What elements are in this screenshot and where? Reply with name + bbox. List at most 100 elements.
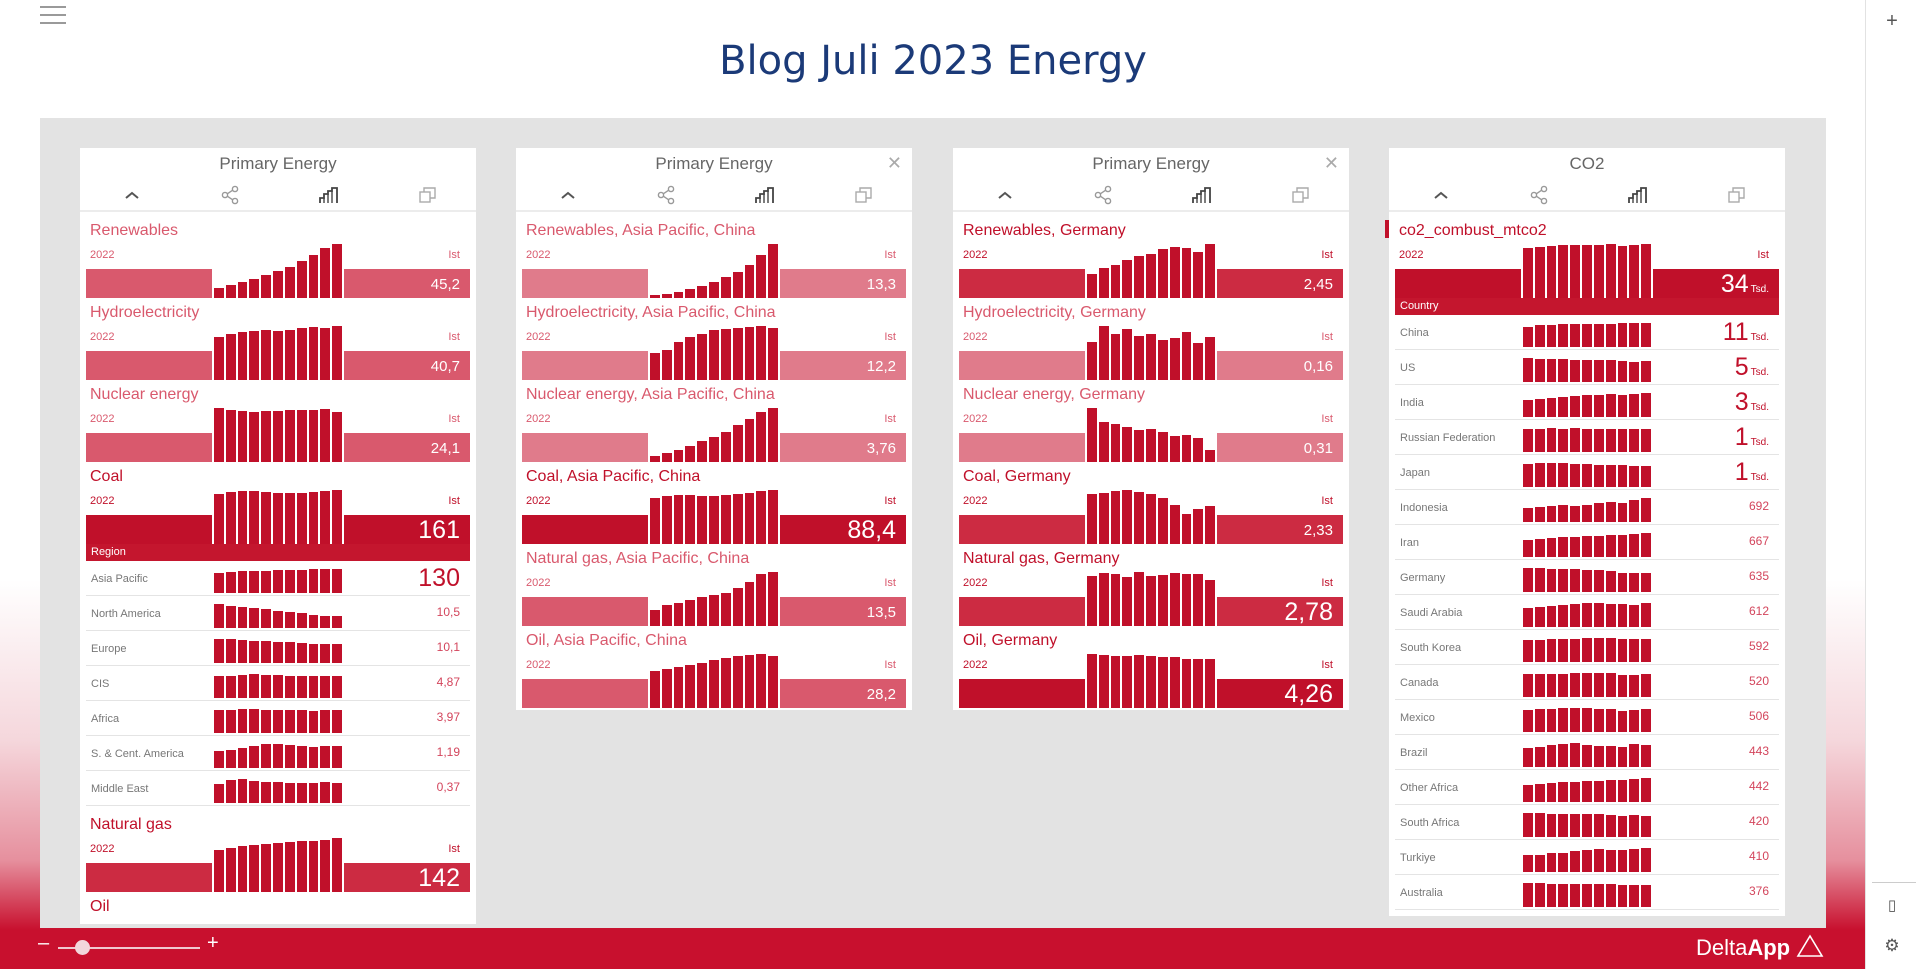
kpi-tile[interactable]: Coal, Germany 2022 Ist 2,33 [959, 458, 1343, 544]
spark-bar [1122, 656, 1133, 708]
list-item[interactable]: Germany 635 [1395, 560, 1779, 595]
list-item[interactable]: Other Africa 442 [1395, 770, 1779, 805]
list-item[interactable]: Indonesia 692 [1395, 490, 1779, 525]
close-icon[interactable]: ✕ [886, 153, 902, 173]
list-item[interactable]: North America 10,5 [86, 596, 470, 631]
spark-bar [768, 244, 778, 298]
zoom-in-button[interactable]: + [207, 932, 219, 954]
list-item[interactable]: Canada 520 [1395, 665, 1779, 700]
share-icon[interactable] [218, 184, 242, 206]
duplicate-icon[interactable] [1725, 184, 1749, 206]
list-item[interactable]: Iran 667 [1395, 525, 1779, 560]
list-item[interactable]: India 3 Tsd. [1395, 385, 1779, 420]
list-item[interactable]: S. & Cent. America 1,19 [86, 736, 470, 771]
chart-icon[interactable] [317, 184, 341, 206]
kpi-tile[interactable]: Coal 2022 Ist 161 [86, 458, 470, 544]
kpi-tile[interactable]: Hydroelectricity 2022 Ist 40,7 [86, 294, 470, 380]
list-item[interactable]: South Africa 420 [1395, 805, 1779, 840]
spark-bar [650, 455, 660, 462]
spark-bar [1157, 339, 1168, 380]
list-item[interactable]: South Korea 592 [1395, 630, 1779, 665]
share-icon[interactable] [1091, 184, 1115, 206]
kpi-value-number: 88,4 [847, 516, 896, 544]
spark-bar [296, 569, 307, 593]
kpi-tile[interactable]: Nuclear energy 2022 Ist 24,1 [86, 376, 470, 462]
kpi-tile[interactable]: Renewables, Germany 2022 Ist 2,45 [959, 212, 1343, 298]
chart-icon[interactable] [1190, 184, 1214, 206]
kpi-tile[interactable]: Nuclear energy, Asia Pacific, China 2022 I… [522, 376, 906, 462]
list-item[interactable]: Russian Federation 1 Tsd. [1395, 420, 1779, 455]
chart-icon[interactable] [1626, 184, 1650, 206]
kpi-tile[interactable]: Oil, Germany 2022 Ist 4,26 [959, 622, 1343, 708]
share-icon[interactable] [1527, 184, 1551, 206]
collapse-icon[interactable] [1429, 184, 1453, 206]
kpi-tile[interactable]: Oil [86, 888, 470, 918]
kpi-tile[interactable]: Hydroelectricity, Germany 2022 Ist 0,16 [959, 294, 1343, 380]
zoom-out-button[interactable]: – [38, 932, 50, 954]
list-item[interactable]: Japan 1 Tsd. [1395, 455, 1779, 490]
row-value: 1 Tsd. [1735, 423, 1769, 452]
row-sparkline [214, 569, 342, 593]
spark-bar [1534, 639, 1545, 662]
spark-bar [332, 490, 342, 544]
list-item[interactable]: Africa 3,97 [86, 701, 470, 736]
spark-bar [697, 596, 708, 626]
duplicate-icon[interactable] [1289, 184, 1313, 206]
chart-icon[interactable] [753, 184, 777, 206]
spark-bar [697, 662, 708, 708]
spark-bar [673, 342, 684, 380]
spark-bar [237, 779, 248, 803]
list-item[interactable]: Turkiye 410 [1395, 840, 1779, 875]
kpi-value-number: 2,45 [1303, 276, 1333, 293]
kpi-tile[interactable]: Coal, Asia Pacific, China 2022 Ist 88,4 [522, 458, 906, 544]
list-item[interactable]: Middle East 0,37 [86, 771, 470, 806]
duplicate-icon[interactable] [416, 184, 440, 206]
list-item[interactable]: Europe 10,1 [86, 631, 470, 666]
kpi-reference-bar [86, 863, 212, 892]
spark-bar [1593, 780, 1604, 802]
list-item[interactable]: Saudi Arabia 612 [1395, 595, 1779, 630]
zoom-slider-track[interactable] [58, 947, 200, 949]
spark-bar [225, 780, 236, 803]
add-button[interactable]: + [1886, 9, 1898, 32]
kpi-tile[interactable]: Natural gas, Germany 2022 Ist 2,78 [959, 540, 1343, 626]
collapse-icon[interactable] [993, 184, 1017, 206]
collapse-icon[interactable] [556, 184, 580, 206]
kpi-tile[interactable]: Natural gas, Asia Pacific, China 2022 Ist 1… [522, 540, 906, 626]
duplicate-icon[interactable] [852, 184, 876, 206]
kpi-tile[interactable]: Hydroelectricity, Asia Pacific, China 202… [522, 294, 906, 380]
spark-bar [308, 710, 319, 733]
list-item[interactable]: US 5 Tsd. [1395, 350, 1779, 385]
settings-gear-icon[interactable]: ⚙ [1884, 936, 1900, 955]
spark-bar [1546, 428, 1557, 452]
spark-bar [1641, 848, 1651, 872]
kpi-ist-label: Ist [884, 495, 896, 507]
row-value-number: 11 [1722, 318, 1749, 346]
zoom-slider-thumb[interactable] [75, 940, 91, 955]
list-item[interactable]: CIS 4,87 [86, 666, 470, 701]
kpi-tile[interactable]: Renewables, Asia Pacific, China 2022 Ist 13… [522, 212, 906, 298]
spark-bar [225, 571, 236, 593]
spark-bar [1122, 490, 1133, 544]
list-item[interactable]: Australia 376 [1395, 875, 1779, 910]
list-item[interactable]: Mexico 506 [1395, 700, 1779, 735]
row-value-number: 592 [1748, 639, 1769, 653]
kpi-tile[interactable]: Oil, Asia Pacific, China 2022 Ist 28,2 [522, 622, 906, 708]
kpi-tile[interactable]: Nuclear energy, Germany 2022 Ist 0,31 [959, 376, 1343, 462]
kpi-tile[interactable]: Natural gas 2022 Ist 142 [86, 806, 470, 892]
card-header: Primary Energy ✕ [516, 148, 912, 212]
close-icon[interactable]: ✕ [1323, 153, 1339, 173]
row-value: 1 Tsd. [1735, 458, 1769, 487]
panel-toggle-icon[interactable]: ▯ [1887, 897, 1897, 914]
spark-bar [1146, 494, 1156, 544]
list-item[interactable]: China 11 Tsd. [1395, 315, 1779, 350]
list-item[interactable]: Brazil 443 [1395, 735, 1779, 770]
collapse-icon[interactable] [120, 184, 144, 206]
spark-bar [709, 660, 719, 708]
list-item[interactable]: Asia Pacific 130 [86, 561, 470, 596]
kpi-tile[interactable]: co2_combust_mtco2 2022 Ist 34 Tsd. [1385, 212, 1779, 298]
kpi-tile[interactable]: Renewables 2022 Ist 45,2 [86, 212, 470, 298]
spark-bar [320, 675, 331, 698]
share-icon[interactable] [654, 184, 678, 206]
menu-icon[interactable] [40, 6, 66, 28]
